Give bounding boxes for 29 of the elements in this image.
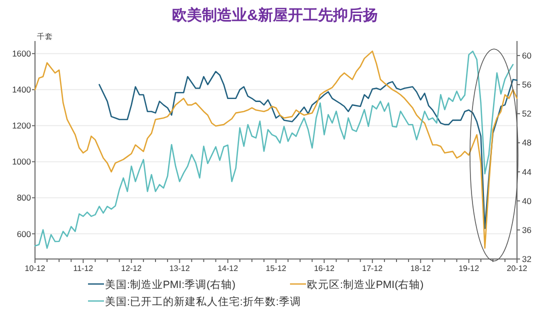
y-tick-label: 1600 (12, 48, 32, 59)
y2-tick-label: 40 (522, 196, 532, 206)
y-tick-label: 600 (16, 228, 32, 239)
y-tick-label: 800 (16, 192, 32, 203)
y-tick-label: 1400 (12, 84, 32, 95)
y2-tick-label: 32 (522, 254, 532, 264)
legend-label: 欧元区:制造业PMI(右轴) (307, 278, 424, 291)
legend-label: 美国:已开工的新建私人住宅:折年数:季调 (105, 295, 301, 308)
x-tick-label: 10-12 (24, 264, 46, 273)
y2-tick-label: 36 (522, 224, 532, 235)
x-tick-label: 11-12 (73, 264, 94, 273)
x-tick-label: 19-12 (458, 264, 480, 273)
x-tick-label: 12-12 (121, 264, 142, 273)
y2-tick-label: 60 (522, 50, 532, 61)
y2-tick-label: 48 (522, 138, 532, 148)
y2-tick-label: 56 (522, 80, 532, 90)
x-tick-label: 20-12 (506, 264, 528, 273)
y2-tick-label: 44 (522, 166, 532, 177)
y2-tick-label: 52 (522, 108, 532, 119)
title: 欧美制造业&新屋开工先抑后扬 (172, 7, 378, 24)
x-tick-label: 17-12 (362, 264, 384, 273)
x-tick-label: 18-12 (410, 264, 432, 273)
y-tick-label: 1000 (12, 156, 32, 167)
x-tick-label: 13-12 (169, 264, 190, 273)
y-tick-label: 1200 (12, 120, 32, 131)
legend-label: 美国:制造业PMI:季调(右轴) (105, 278, 236, 291)
x-tick-label: 15-12 (266, 264, 287, 273)
x-tick-label: 16-12 (314, 264, 335, 273)
x-tick-label: 14-12 (218, 264, 239, 273)
